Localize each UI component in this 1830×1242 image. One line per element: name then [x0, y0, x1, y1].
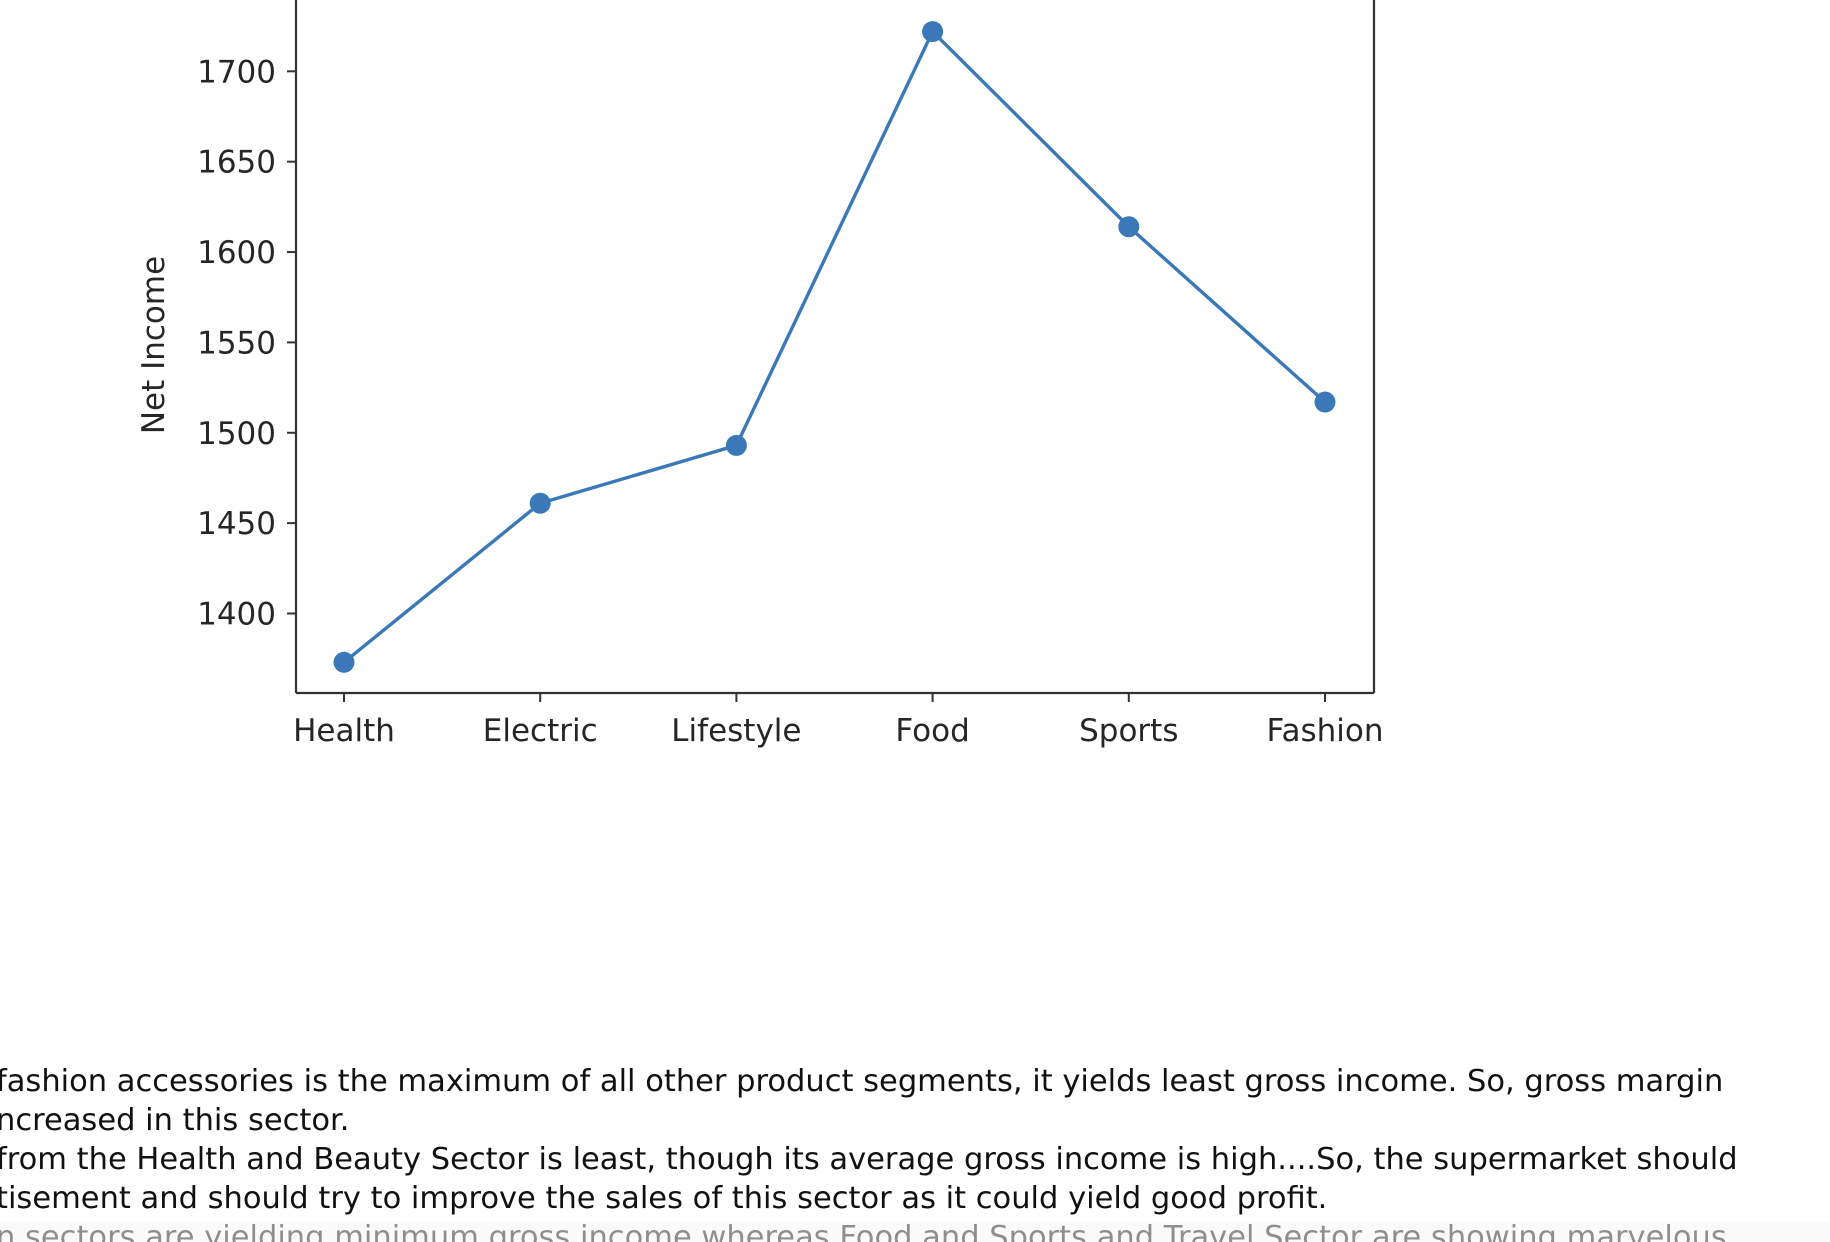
note-item: from the Health and Beauty Sector is lea…	[0, 1140, 1830, 1218]
y-tick-label: 1600	[197, 235, 276, 271]
note-line: tisement and should try to improve the s…	[0, 1181, 1328, 1216]
series-layer	[333, 21, 1336, 673]
x-tick-label: Lifestyle	[671, 713, 801, 749]
y-tick-label: 1550	[197, 325, 276, 361]
y-axis: 1400 1450 1500 1550 1600 1650 1700	[197, 54, 296, 632]
y-axis-title: Net Income	[136, 256, 172, 434]
series-line	[342, 29, 1327, 664]
note-line: ncreased in this sector.	[0, 1103, 350, 1138]
data-point	[529, 492, 551, 514]
y-tick-label: 1650	[197, 145, 276, 181]
bottom-shade	[0, 1222, 1830, 1242]
y-tick-label: 1700	[197, 54, 276, 90]
x-tick-label: Sports	[1079, 713, 1178, 749]
note-line: fashion accessories is the maximum of al…	[0, 1064, 1724, 1099]
data-point	[922, 21, 944, 43]
net-income-line-chart: 1400 1450 1500 1550 1600 1650 1700 Health Elect…	[136, 0, 1384, 749]
data-point	[1314, 391, 1336, 413]
analysis-notes: fashion accessories is the maximum of al…	[0, 1062, 1830, 1242]
data-point	[1118, 216, 1140, 238]
x-tick-label: Fashion	[1266, 713, 1383, 749]
x-tick-label: Electric	[483, 713, 598, 749]
y-tick-label: 1500	[197, 416, 276, 452]
y-tick-label: 1450	[197, 506, 276, 542]
x-tick-label: Food	[895, 713, 969, 749]
y-tick-label: 1400	[197, 596, 276, 632]
x-axis: Health Electric Lifestyle Food Sports Fashion	[293, 693, 1384, 749]
x-tick-label: Health	[293, 713, 395, 749]
plot-frame	[294, 0, 1376, 695]
data-point	[333, 651, 355, 673]
note-item: fashion accessories is the maximum of al…	[0, 1062, 1830, 1140]
note-line: from the Health and Beauty Sector is lea…	[0, 1142, 1738, 1177]
data-point	[725, 434, 747, 456]
